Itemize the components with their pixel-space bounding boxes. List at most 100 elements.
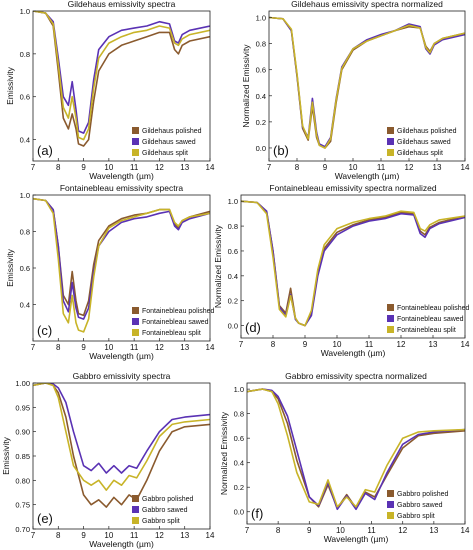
x-tick-label: 13 — [180, 343, 189, 352]
legend-label: Gildehaus sawed — [142, 139, 196, 146]
y-tick-label: 1.0 — [256, 14, 266, 23]
x-tick-label: 8 — [56, 343, 61, 352]
legend-label: Gabbro sawed — [397, 502, 443, 509]
x-tick-label: 9 — [81, 343, 86, 352]
series-line — [33, 383, 210, 508]
legend-swatch — [387, 127, 394, 134]
series-line — [33, 11, 210, 141]
y-tick-label: 0.6 — [228, 247, 238, 256]
plot-frame — [268, 10, 466, 162]
panel-label: (c) — [37, 323, 52, 338]
panel-label: (f) — [251, 506, 263, 521]
y-tick-label: 0.90 — [15, 428, 30, 437]
x-tick-label: 9 — [323, 163, 328, 172]
legend-label: Gabbro polished — [397, 491, 448, 498]
plot-frame — [240, 194, 466, 339]
y-tick-label: 0.80 — [15, 476, 30, 485]
legend-label: Gildehaus polished — [142, 128, 202, 135]
legend-swatch — [387, 304, 394, 311]
x-tick-label: 9 — [81, 531, 86, 540]
x-tick-label: 11 — [130, 163, 139, 172]
y-tick-label: 0.70 — [15, 525, 30, 534]
y-tick-label: 0.4 — [228, 272, 238, 281]
chart-title: Fontainebleau emissivity spectra normali… — [269, 183, 437, 193]
chart-title: Gabbro emissivity spectra normalized — [285, 371, 427, 381]
y-tick-label: 0.2 — [256, 118, 266, 127]
y-axis-label: Emissivity — [1, 436, 11, 475]
series-group — [33, 11, 210, 147]
chart-panel: Fontainebleau emissivity spectra normali… — [213, 183, 470, 358]
legend-label: Fontainebleau split — [142, 330, 201, 337]
series-line — [33, 197, 210, 320]
x-tick-label: 14 — [206, 531, 215, 540]
x-tick-label: 7 — [31, 531, 36, 540]
series-line — [33, 383, 210, 474]
x-tick-label: 11 — [130, 343, 139, 352]
legend-label: Gildehaus split — [142, 150, 188, 157]
y-tick-label: 0.2 — [234, 483, 244, 492]
x-tick-label: 9 — [81, 163, 86, 172]
y-tick-label: 0.6 — [234, 434, 244, 443]
y-axis-label: Emissivity — [5, 66, 15, 105]
x-tick-label: 7 — [31, 163, 36, 172]
x-tick-label: 7 — [267, 163, 272, 172]
series-line — [247, 388, 465, 508]
y-axis-label: Normalized Emissivity — [213, 224, 223, 308]
series-group — [33, 383, 210, 508]
x-tick-label: 12 — [155, 531, 164, 540]
y-tick-label: 0.4 — [20, 136, 30, 145]
plot-frame — [246, 382, 466, 525]
legend-swatch — [132, 506, 139, 513]
x-tick-label: 10 — [336, 526, 345, 535]
chart-title: Gabbro emissivity spectra — [73, 371, 171, 381]
legend-swatch — [387, 501, 394, 508]
legend-swatch — [387, 490, 394, 497]
x-tick-label: 13 — [433, 163, 442, 172]
series-group — [269, 16, 465, 149]
y-tick-label: 0.0 — [228, 322, 238, 331]
x-tick-label: 12 — [398, 526, 407, 535]
legend-label: Gabbro sawed — [142, 507, 188, 514]
chart-panel: Gabbro emissivity spectra normalized 7 8 9 1… — [219, 371, 470, 544]
y-axis-label: Emissivity — [5, 248, 15, 287]
legend-swatch — [387, 326, 394, 333]
legend-swatch — [132, 329, 139, 336]
x-tick-label: 11 — [377, 163, 386, 172]
y-tick-label: 0.8 — [256, 40, 266, 49]
x-tick-label: 10 — [349, 163, 358, 172]
x-tick-label: 8 — [56, 163, 61, 172]
series-line — [241, 200, 465, 327]
chart-panel: Gildehaus emissivity spectra normalized 7… — [241, 0, 470, 181]
x-tick-label: 12 — [405, 163, 414, 172]
x-tick-label: 14 — [461, 163, 470, 172]
legend-label: Fontainebleau polished — [142, 308, 214, 315]
x-tick-label: 13 — [429, 340, 438, 349]
series-line — [33, 11, 210, 147]
x-tick-label: 11 — [130, 531, 139, 540]
x-tick-label: 9 — [303, 340, 308, 349]
series-line — [33, 197, 210, 333]
y-tick-label: 0.85 — [15, 452, 30, 461]
y-tick-label: 1.0 — [228, 197, 238, 206]
x-tick-label: 7 — [31, 343, 36, 352]
series-line — [33, 383, 210, 491]
y-tick-label: 0.8 — [20, 228, 30, 237]
x-tick-label: 10 — [333, 340, 342, 349]
y-tick-label: 0.0 — [234, 508, 244, 517]
plot-frame — [32, 10, 211, 162]
chart-panel: Fontainebleau emissivity spectra 7 8 9 10 11 1… — [5, 183, 215, 361]
x-tick-label: 8 — [271, 340, 276, 349]
legend-label: Gildehaus split — [397, 150, 443, 157]
x-tick-label: 11 — [365, 340, 374, 349]
panel-label: (d) — [245, 320, 261, 335]
y-tick-label: 0.75 — [15, 501, 30, 510]
x-tick-label: 12 — [155, 163, 164, 172]
chart-panel: Gabbro emissivity spectra 7 8 9 10 11 12 13 14 0.… — [1, 371, 215, 549]
x-tick-label: 12 — [155, 343, 164, 352]
panel-label: (a) — [37, 143, 53, 158]
x-axis-label: Wavelength (µm) — [321, 348, 386, 358]
legend-label: Gildehaus polished — [397, 128, 457, 135]
y-tick-label: 0.6 — [256, 66, 266, 75]
y-tick-label: 1.0 — [20, 191, 30, 200]
y-axis-label: Normalized Emissivity — [219, 411, 229, 495]
